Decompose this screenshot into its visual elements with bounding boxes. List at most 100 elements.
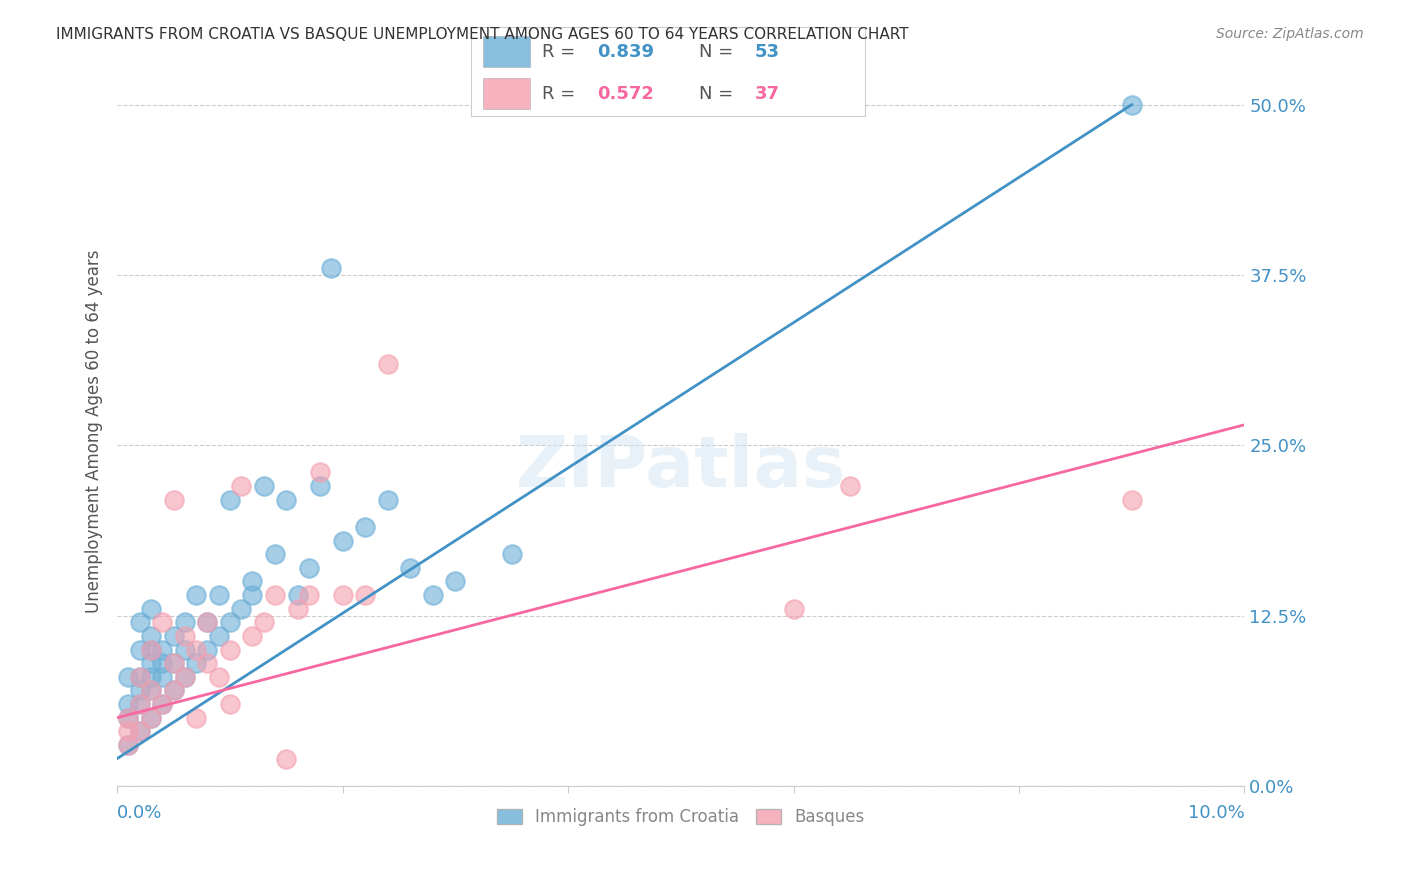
Point <box>184 642 207 657</box>
Point <box>287 588 309 602</box>
Point <box>354 520 377 534</box>
Point <box>128 683 150 698</box>
Point <box>321 261 343 276</box>
Text: 0.572: 0.572 <box>598 85 654 103</box>
Point <box>150 642 173 657</box>
Point <box>117 670 139 684</box>
Point <box>231 479 253 493</box>
Point <box>444 574 467 589</box>
Point <box>117 711 139 725</box>
Point <box>332 588 354 602</box>
Point <box>173 629 195 643</box>
Point <box>128 697 150 711</box>
Point <box>184 588 207 602</box>
Point <box>117 697 139 711</box>
Point <box>150 697 173 711</box>
Point <box>242 574 264 589</box>
Point <box>139 629 162 643</box>
Point <box>287 601 309 615</box>
Point <box>208 670 231 684</box>
Text: 0.839: 0.839 <box>598 43 654 61</box>
Point <box>195 615 218 630</box>
Point <box>162 656 184 670</box>
Point <box>242 588 264 602</box>
Point <box>162 656 184 670</box>
Point <box>139 711 162 725</box>
FancyBboxPatch shape <box>482 36 530 67</box>
Point <box>173 670 195 684</box>
Point <box>139 642 162 657</box>
Point <box>501 547 523 561</box>
Point <box>422 588 444 602</box>
Text: ZIPatlas: ZIPatlas <box>516 433 846 501</box>
Point <box>377 357 399 371</box>
Point <box>309 466 332 480</box>
Point <box>208 588 231 602</box>
Text: IMMIGRANTS FROM CROATIA VS BASQUE UNEMPLOYMENT AMONG AGES 60 TO 64 YEARS CORRELA: IMMIGRANTS FROM CROATIA VS BASQUE UNEMPL… <box>56 27 908 42</box>
Point <box>128 642 150 657</box>
Point <box>117 738 139 752</box>
Point <box>139 683 162 698</box>
Point <box>298 561 321 575</box>
Point <box>399 561 422 575</box>
Point <box>208 629 231 643</box>
Point <box>195 615 218 630</box>
Point <box>139 642 162 657</box>
Point <box>162 683 184 698</box>
Point <box>332 533 354 548</box>
Point <box>162 492 184 507</box>
Point <box>219 697 242 711</box>
Point <box>150 697 173 711</box>
Point <box>139 711 162 725</box>
Point <box>231 601 253 615</box>
Point <box>377 492 399 507</box>
Point <box>782 601 804 615</box>
Point <box>128 670 150 684</box>
Point <box>1121 97 1143 112</box>
Point <box>219 492 242 507</box>
Point <box>253 479 276 493</box>
Point <box>139 656 162 670</box>
Point <box>838 479 860 493</box>
Point <box>128 697 150 711</box>
Point <box>354 588 377 602</box>
Point <box>253 615 276 630</box>
Point <box>117 724 139 739</box>
Text: N =: N = <box>699 85 740 103</box>
Point <box>173 615 195 630</box>
Text: N =: N = <box>699 43 740 61</box>
Point <box>184 656 207 670</box>
Point <box>298 588 321 602</box>
Legend: Immigrants from Croatia, Basques: Immigrants from Croatia, Basques <box>489 799 873 834</box>
Point <box>139 601 162 615</box>
Text: 37: 37 <box>755 85 779 103</box>
Point <box>162 629 184 643</box>
Point <box>128 724 150 739</box>
Point <box>173 670 195 684</box>
Point <box>276 751 298 765</box>
FancyBboxPatch shape <box>482 78 530 109</box>
Point <box>184 711 207 725</box>
Text: 0.0%: 0.0% <box>117 804 163 822</box>
Point <box>242 629 264 643</box>
Point <box>219 642 242 657</box>
Point <box>117 711 139 725</box>
Point <box>150 670 173 684</box>
Point <box>128 724 150 739</box>
Y-axis label: Unemployment Among Ages 60 to 64 years: Unemployment Among Ages 60 to 64 years <box>86 250 103 614</box>
Text: 53: 53 <box>755 43 779 61</box>
Point <box>276 492 298 507</box>
Text: Source: ZipAtlas.com: Source: ZipAtlas.com <box>1216 27 1364 41</box>
Point <box>309 479 332 493</box>
Point <box>264 588 287 602</box>
Point <box>195 656 218 670</box>
Point <box>1121 492 1143 507</box>
Point <box>150 615 173 630</box>
Point <box>195 642 218 657</box>
Point <box>150 656 173 670</box>
Point <box>139 670 162 684</box>
Point <box>128 670 150 684</box>
Point <box>264 547 287 561</box>
Point <box>219 615 242 630</box>
Point <box>173 642 195 657</box>
